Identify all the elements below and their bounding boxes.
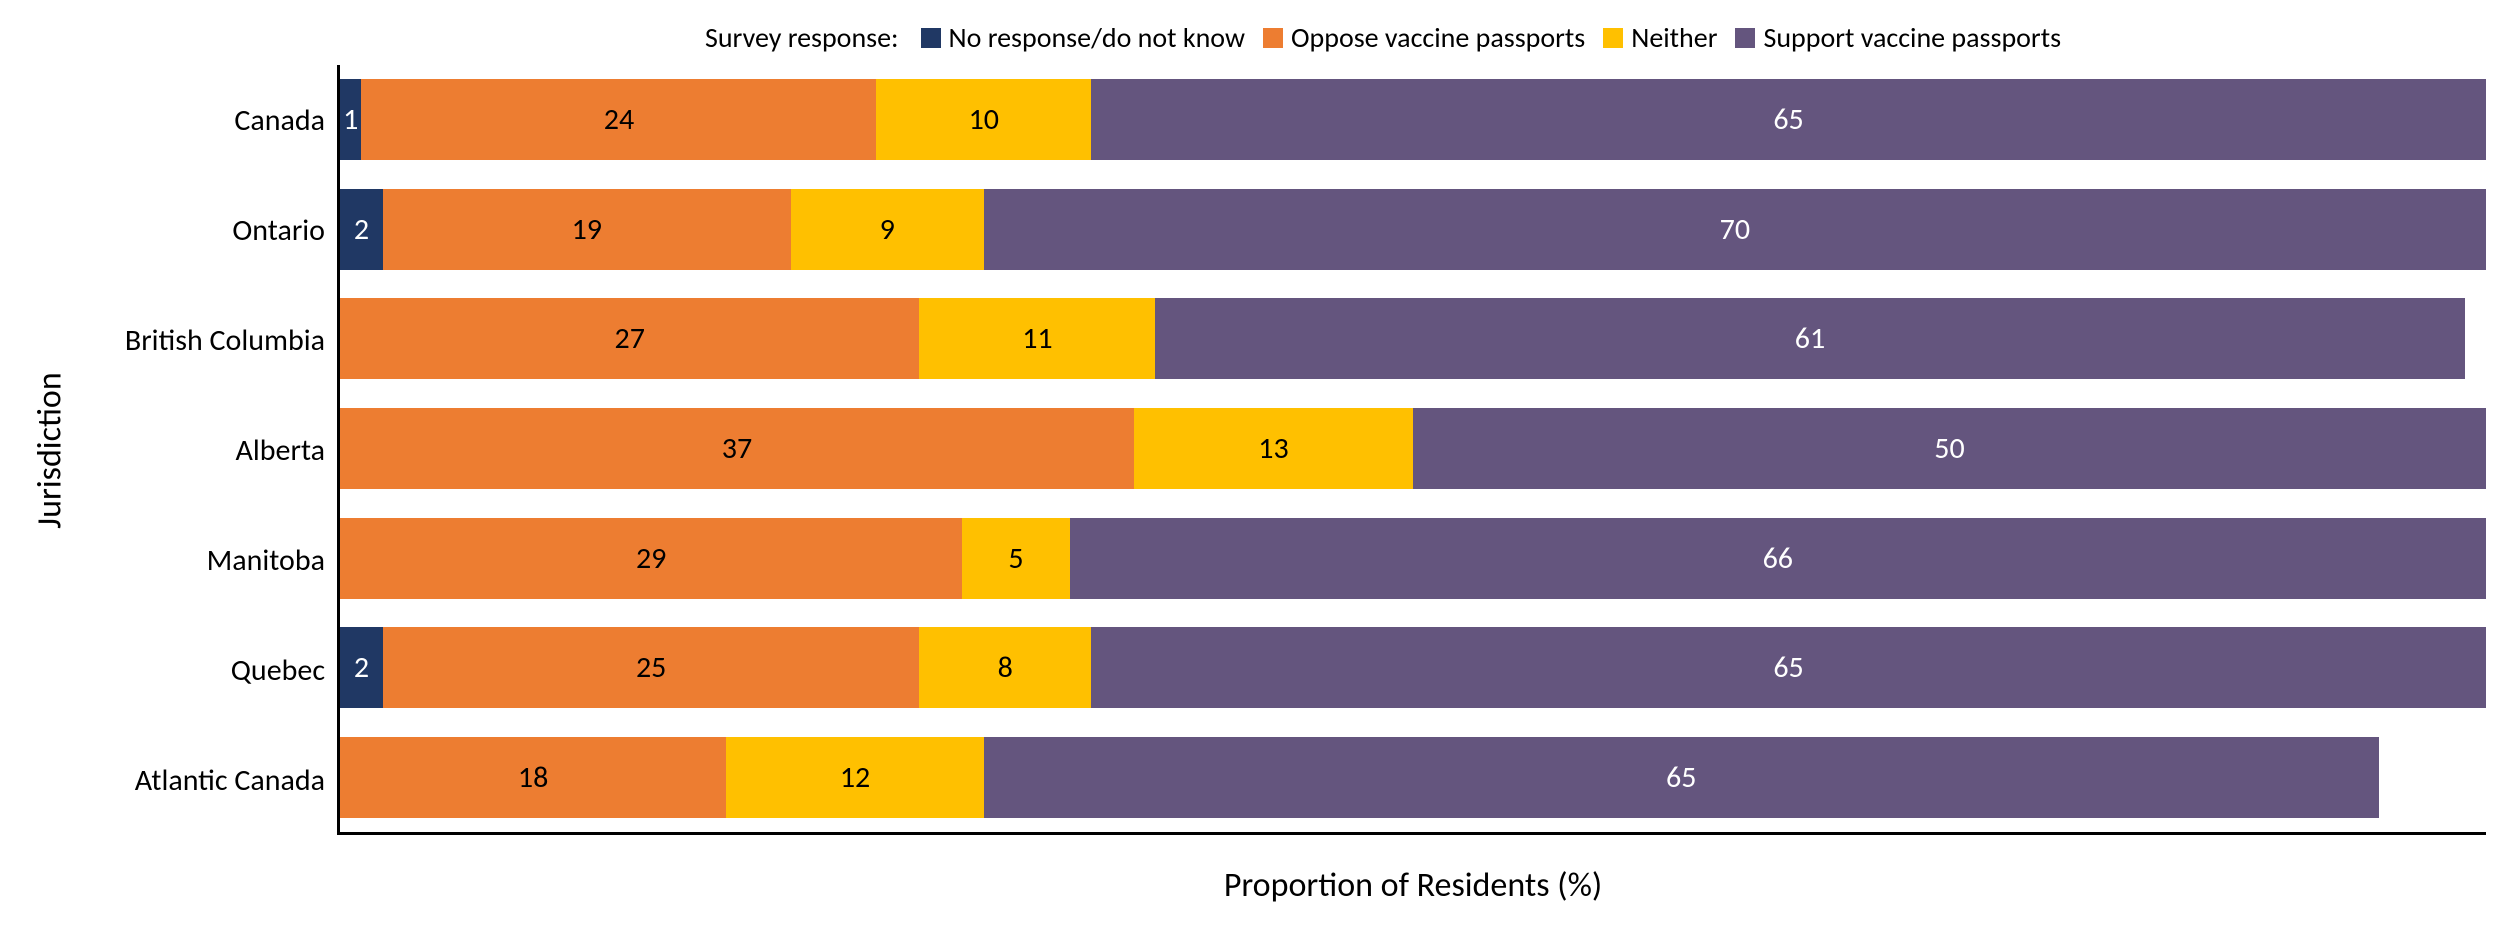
category-label: Quebec	[80, 615, 337, 725]
legend-item: Support vaccine passports	[1735, 20, 2061, 55]
legend-title: Survey response:	[705, 20, 899, 55]
legend-label: Support vaccine passports	[1763, 20, 2061, 55]
legend-label: No response/do not know	[949, 20, 1245, 55]
bar: 219970	[340, 189, 2486, 270]
bars-area: 1241065219970271161371350295662258651812…	[340, 65, 2486, 835]
category-label: Ontario	[80, 175, 337, 285]
bar-row: 371350	[340, 394, 2486, 504]
bar-row: 219970	[340, 175, 2486, 285]
legend: Survey response: No response/do not know…	[20, 20, 2486, 55]
bar-segment: 65	[1091, 627, 2486, 708]
bar-segment: 66	[1070, 518, 2486, 599]
category-label: Canada	[80, 65, 337, 175]
legend-item: Neither	[1603, 20, 1717, 55]
bar-segment: 19	[383, 189, 791, 270]
bar-segment: 10	[876, 79, 1091, 160]
bar-segment: 18	[340, 737, 726, 818]
bar-row: 181265	[340, 722, 2486, 832]
bar-segment: 2	[340, 627, 383, 708]
category-label: British Columbia	[80, 285, 337, 395]
bar-segment: 1	[340, 79, 361, 160]
bar: 181265	[340, 737, 2486, 818]
legend-label: Oppose vaccine passports	[1291, 20, 1585, 55]
bar-segment: 2	[340, 189, 383, 270]
bar: 225865	[340, 627, 2486, 708]
category-label: Atlantic Canada	[80, 725, 337, 835]
bar-segment: 50	[1413, 408, 2486, 489]
bar-segment: 13	[1134, 408, 1413, 489]
bar: 371350	[340, 408, 2486, 489]
legend-swatch	[1603, 28, 1623, 48]
bar-segment: 29	[340, 518, 962, 599]
legend-item: Oppose vaccine passports	[1263, 20, 1585, 55]
legend-swatch	[921, 28, 941, 48]
bar-segment: 65	[984, 737, 2379, 818]
y-axis-title: Jurisdiction	[30, 372, 71, 528]
bar-segment: 8	[919, 627, 1091, 708]
legend-item: No response/do not know	[921, 20, 1245, 55]
legend-label: Neither	[1631, 20, 1717, 55]
x-axis-title: Proportion of Residents (%)	[20, 865, 2486, 906]
legend-swatch	[1735, 28, 1755, 48]
bar-segment: 12	[726, 737, 984, 818]
bar-segment: 70	[984, 189, 2486, 270]
bar-segment: 25	[383, 627, 920, 708]
bar: 29566	[340, 518, 2486, 599]
bar-row: 271161	[340, 284, 2486, 394]
bar-segment: 11	[919, 298, 1155, 379]
bar-row: 225865	[340, 613, 2486, 723]
bar-segment: 27	[340, 298, 919, 379]
legend-swatch	[1263, 28, 1283, 48]
stacked-bar-chart: Survey response: No response/do not know…	[20, 20, 2486, 910]
y-axis-labels: CanadaOntarioBritish ColumbiaAlbertaMani…	[80, 65, 340, 835]
bar-row: 1241065	[340, 65, 2486, 175]
y-axis-title-container: Jurisdiction	[20, 65, 80, 835]
bar: 271161	[340, 298, 2486, 379]
category-label: Alberta	[80, 395, 337, 505]
bar-segment: 5	[962, 518, 1069, 599]
bar-segment: 9	[791, 189, 984, 270]
bar-segment: 37	[340, 408, 1134, 489]
bar-segment: 65	[1091, 79, 2486, 160]
category-label: Manitoba	[80, 505, 337, 615]
bar-segment: 61	[1155, 298, 2464, 379]
plot-area: Jurisdiction CanadaOntarioBritish Columb…	[20, 65, 2486, 835]
bar-segment: 24	[361, 79, 876, 160]
bar-row: 29566	[340, 503, 2486, 613]
bar: 1241065	[340, 79, 2486, 160]
